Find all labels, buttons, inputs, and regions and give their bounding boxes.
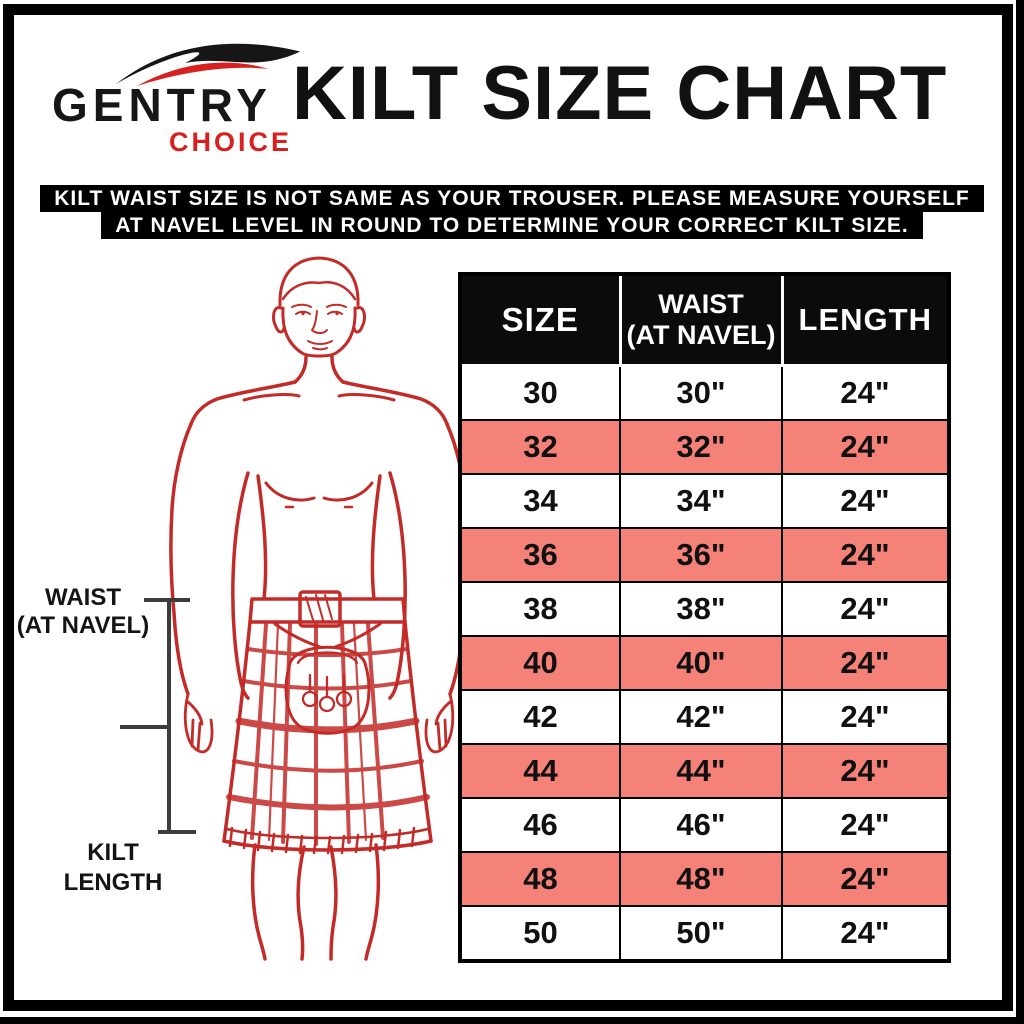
kilt-sporran <box>273 622 382 735</box>
waist-cell: 38" <box>619 581 783 637</box>
waist-measure-label: WAIST (AT NAVEL) <box>16 584 150 639</box>
table-row: 40 40" 24" <box>459 635 950 691</box>
length-cell: 24" <box>781 905 950 962</box>
waist-cell: 36" <box>619 527 783 583</box>
length-cell: 24" <box>781 581 950 637</box>
size-cell: 46 <box>459 797 621 853</box>
size-cell: 40 <box>459 635 621 691</box>
table-row: 38 38" 24" <box>459 581 950 637</box>
kilt-belt-buckle <box>298 590 342 628</box>
measurement-notice: KILT WAIST SIZE IS NOT SAME AS YOUR TROU… <box>0 185 1024 239</box>
table-row: 42 42" 24" <box>459 689 950 745</box>
length-cell: 24" <box>781 364 950 421</box>
length-cell: 24" <box>781 797 950 853</box>
size-cell: 30 <box>459 364 621 421</box>
brand-subname: CHOICE <box>168 127 292 157</box>
waist-cell: 46" <box>619 797 783 853</box>
length-cell: 24" <box>781 527 950 583</box>
table-row: 36 36" 24" <box>459 527 950 583</box>
notice-line-2: AT NAVEL LEVEL IN ROUND TO DETERMINE YOU… <box>101 212 923 239</box>
size-cell: 42 <box>459 689 621 745</box>
page-border-frame <box>3 4 1013 1011</box>
col-header-length: LENGTH <box>780 274 949 366</box>
length-cell: 24" <box>781 743 950 799</box>
length-cell: 24" <box>781 635 950 691</box>
col-header-waist: WAIST (AT NAVEL) <box>618 274 782 366</box>
size-cell: 34 <box>459 473 621 529</box>
length-cell: 24" <box>781 473 950 529</box>
size-cell: 44 <box>459 743 621 799</box>
brand-logo: GENTRY CHOICE <box>52 40 302 158</box>
waist-cell: 32" <box>619 419 783 475</box>
kilt-size-table: SIZE WAIST (AT NAVEL) LENGTH 30 30" 24" … <box>458 272 951 963</box>
kilt-figure-illustration <box>120 256 469 961</box>
length-cell: 24" <box>781 851 950 907</box>
table-row: 32 32" 24" <box>459 419 950 475</box>
figure-kilt <box>222 590 433 855</box>
length-cell: 24" <box>781 419 950 475</box>
kilt-tartan-pattern <box>226 622 430 846</box>
waist-cell: 50" <box>619 905 783 962</box>
figure-head <box>272 256 366 358</box>
length-cell: 24" <box>781 689 950 745</box>
brand-swoosh-icon <box>115 43 301 87</box>
table-row: 46 46" 24" <box>459 797 950 853</box>
size-cell: 32 <box>459 419 621 475</box>
col-header-size: SIZE <box>460 274 620 366</box>
brand-name: GENTRY <box>52 79 272 131</box>
waist-cell: 48" <box>619 851 783 907</box>
figure-legs <box>250 843 381 961</box>
right-edge-strip <box>1016 0 1024 1024</box>
waist-cell: 30" <box>619 364 783 421</box>
size-cell: 36 <box>459 527 621 583</box>
waist-cell: 42" <box>619 689 783 745</box>
measurement-bracket <box>120 598 196 834</box>
table-row: 48 48" 24" <box>459 851 950 907</box>
size-cell: 50 <box>459 905 621 962</box>
waist-cell: 34" <box>619 473 783 529</box>
figure-hands <box>183 692 455 754</box>
bottom-edge-strip <box>0 1017 1024 1024</box>
waist-cell: 44" <box>619 743 783 799</box>
notice-line-1: KILT WAIST SIZE IS NOT SAME AS YOUR TROU… <box>40 185 984 212</box>
kilt-length-label: KILT LENGTH <box>63 839 163 896</box>
size-cell: 48 <box>459 851 621 907</box>
table-row: 50 50" 24" <box>459 905 950 962</box>
table-row: 44 44" 24" <box>459 743 950 799</box>
waist-cell: 40" <box>619 635 783 691</box>
page-title: KILT SIZE CHART <box>292 51 948 136</box>
table-header-row: SIZE WAIST (AT NAVEL) LENGTH <box>460 274 949 366</box>
size-cell: 38 <box>459 581 621 637</box>
table-row: 34 34" 24" <box>459 473 950 529</box>
table-row: 30 30" 24" <box>459 364 950 421</box>
